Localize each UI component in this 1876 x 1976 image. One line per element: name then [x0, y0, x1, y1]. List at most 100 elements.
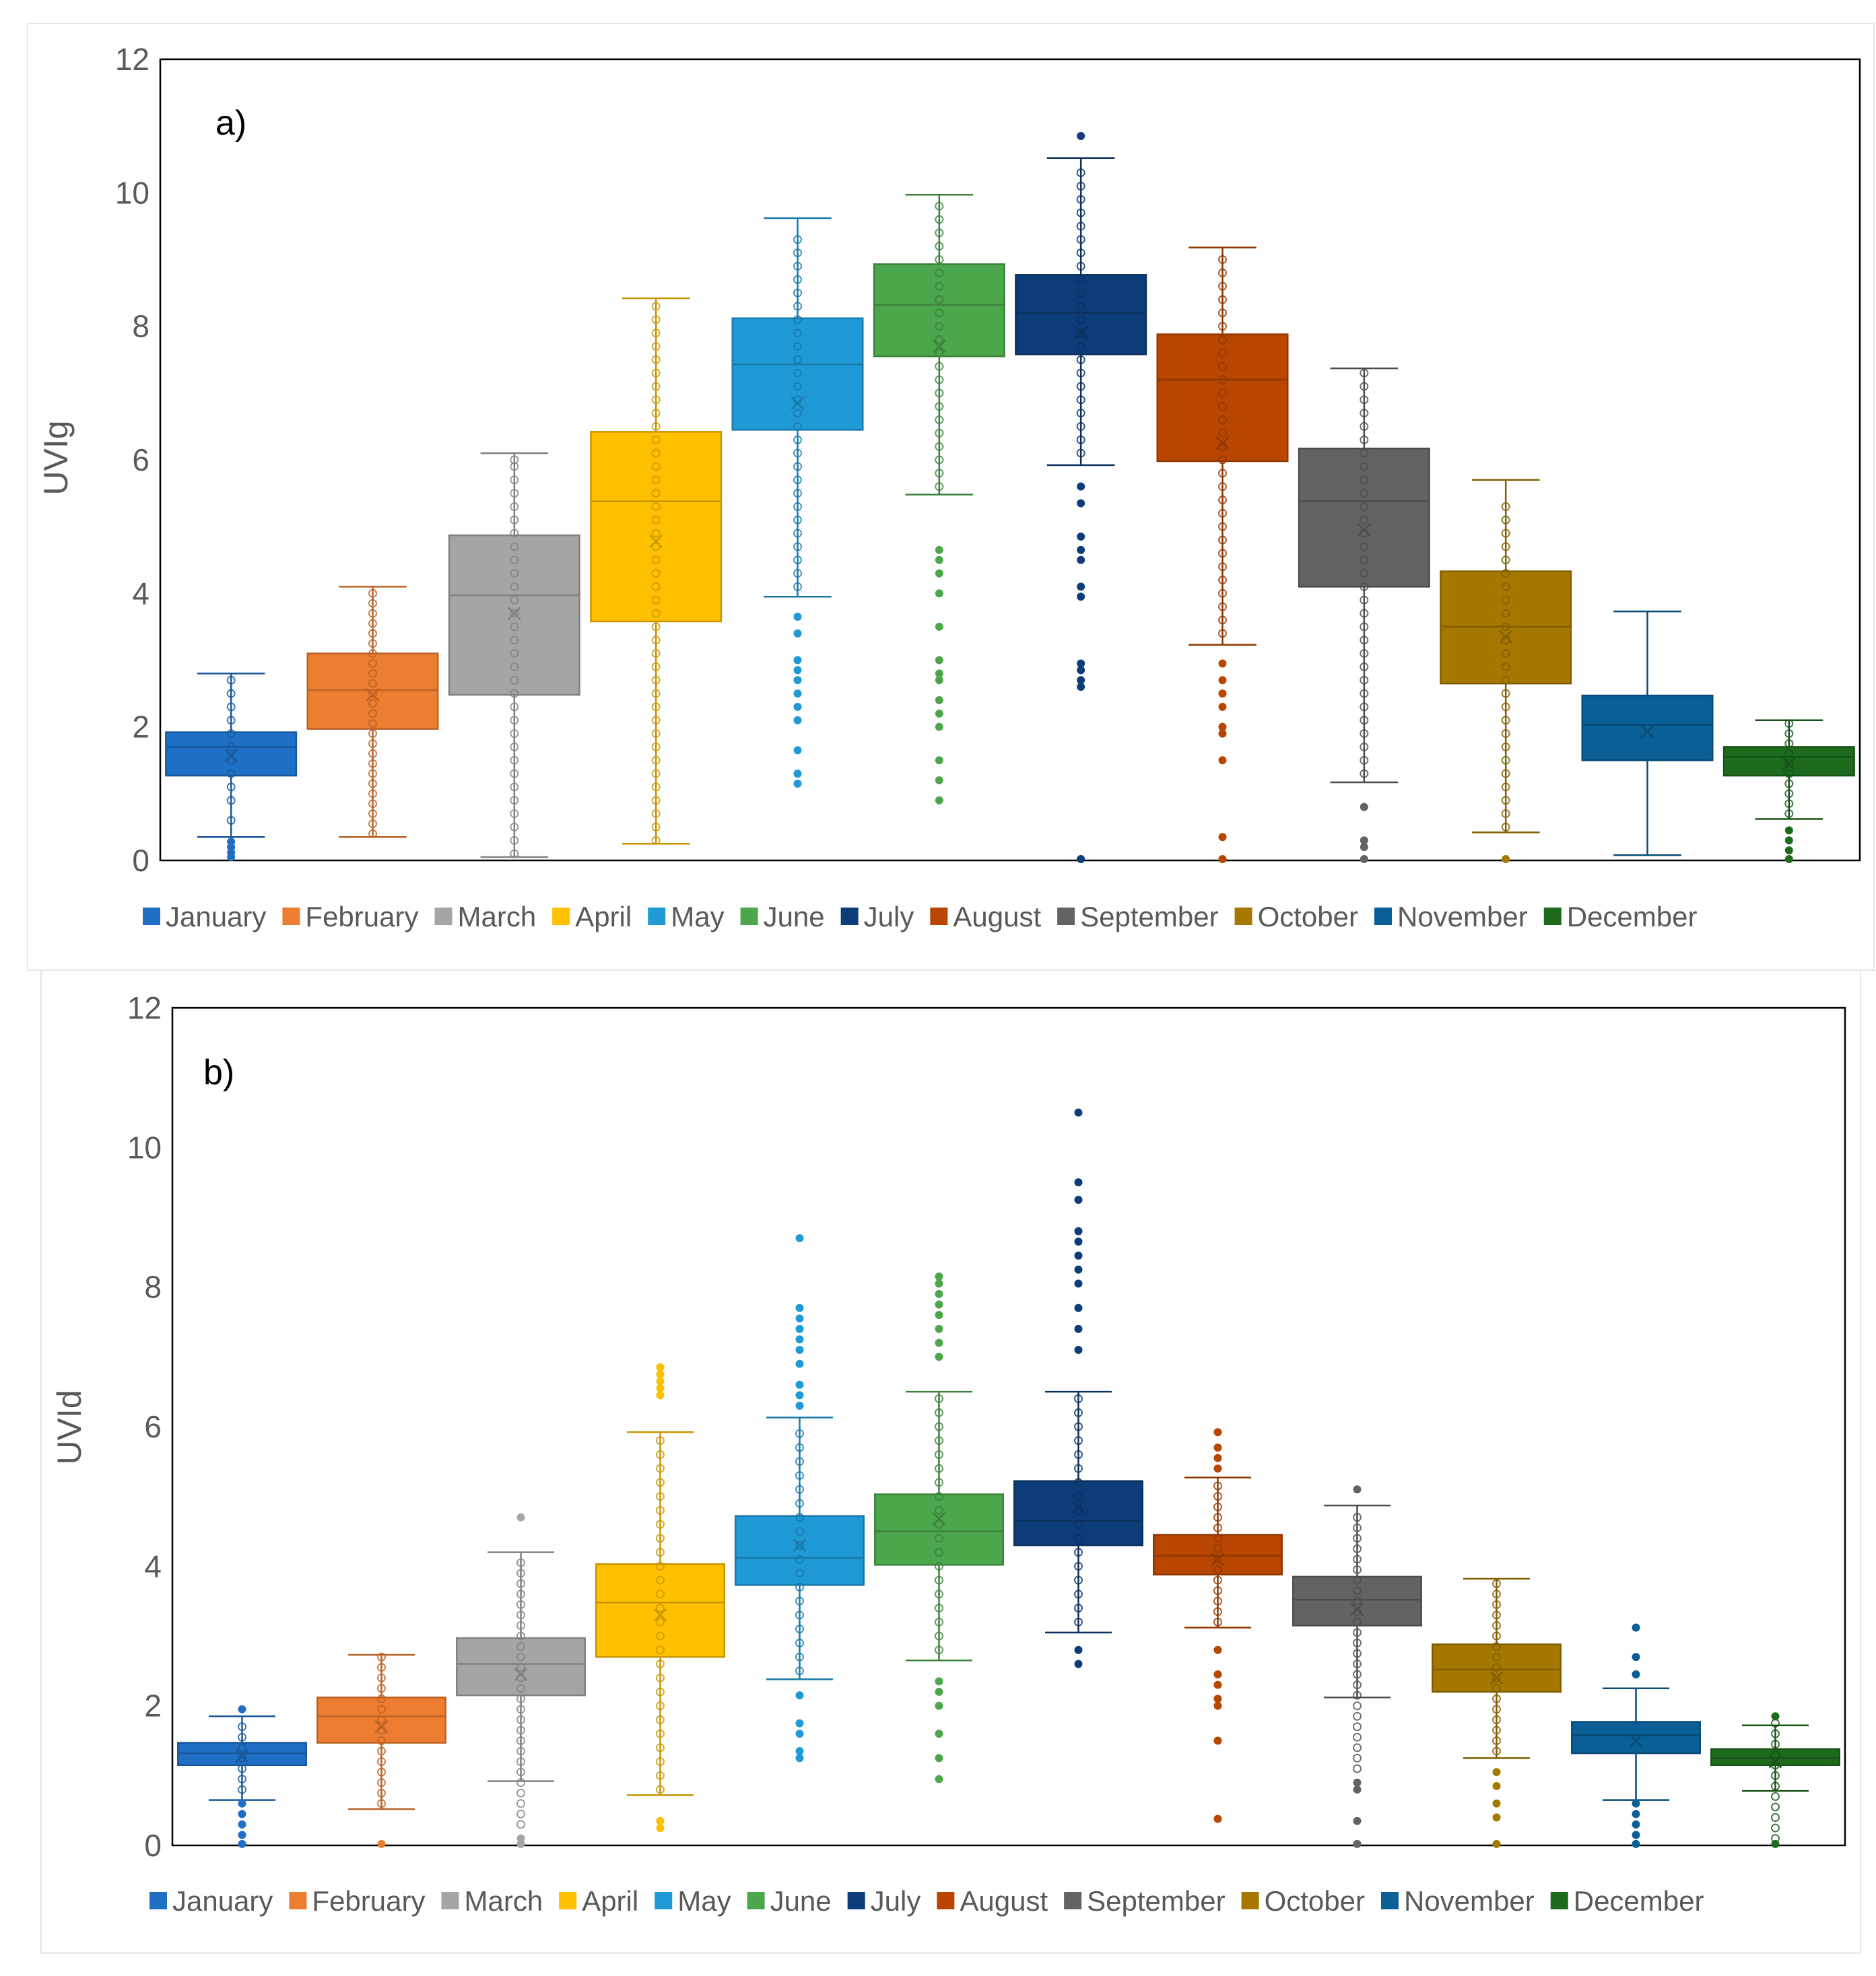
- panel-a: 0 2 4 6 8 10 12 UVIg a) January February March April…: [37, 42, 1861, 932]
- outlier-point: [1077, 555, 1085, 564]
- data-point: [795, 1443, 804, 1452]
- outlier-point: [1213, 1454, 1222, 1462]
- outlier-point: [1632, 1623, 1640, 1632]
- outlier-point: [1353, 1485, 1362, 1494]
- data-point: [1218, 308, 1227, 318]
- data-point: [1360, 435, 1369, 444]
- outlier-point: [1077, 499, 1085, 508]
- box-iqr: [448, 534, 580, 696]
- legend-item-april: April: [559, 1885, 638, 1917]
- legend-label: January: [172, 1885, 273, 1917]
- data-point: [1771, 1740, 1780, 1749]
- data-point: [1360, 716, 1369, 725]
- data-point: [1218, 388, 1227, 398]
- data-point: [935, 1492, 943, 1501]
- data-point: [1218, 588, 1227, 598]
- data-point: [935, 1561, 943, 1571]
- data-point: [651, 689, 661, 698]
- outlier-point: [1213, 1701, 1222, 1710]
- outlier-point: [1492, 1813, 1501, 1822]
- data-point: [651, 475, 661, 485]
- box-august: [1156, 246, 1289, 864]
- legend-label: June: [764, 901, 825, 932]
- outlier-point: [935, 676, 943, 685]
- legend-swatch: [648, 908, 666, 925]
- data-point: [935, 428, 944, 438]
- data-point: [510, 702, 519, 712]
- data-point: [377, 1767, 386, 1777]
- data-point: [1218, 402, 1227, 411]
- data-point: [793, 288, 802, 298]
- legend-item-june: June: [740, 901, 825, 932]
- data-point: [651, 796, 661, 805]
- legend-swatch: [289, 1892, 307, 1909]
- data-point: [1076, 382, 1085, 391]
- data-point: [1218, 335, 1227, 344]
- outlier-point: [656, 1391, 665, 1400]
- outlier-point: [935, 696, 943, 704]
- box-iqr: [1013, 1480, 1143, 1546]
- data-point: [368, 759, 377, 768]
- legend-label: April: [575, 901, 632, 932]
- legend-label: March: [464, 1885, 543, 1917]
- data-point: [1360, 595, 1369, 605]
- data-point: [935, 1548, 943, 1557]
- data-point: [368, 819, 377, 828]
- mean-marker: [366, 688, 380, 702]
- data-point: [1076, 195, 1085, 204]
- data-point: [1218, 549, 1227, 558]
- data-point: [368, 719, 377, 728]
- data-point: [935, 1408, 943, 1417]
- data-point: [935, 1422, 943, 1431]
- data-point: [651, 448, 661, 458]
- data-point: [1353, 1628, 1362, 1637]
- data-point: [368, 689, 377, 698]
- data-point: [795, 1540, 804, 1550]
- data-point: [935, 402, 944, 411]
- data-point: [793, 382, 802, 391]
- box-july: [1013, 1108, 1143, 1668]
- data-point: [1353, 1753, 1362, 1763]
- data-point: [368, 679, 377, 688]
- outlier-point: [935, 709, 943, 718]
- data-point: [1360, 769, 1369, 778]
- outlier-point: [1074, 1196, 1083, 1204]
- data-point: [1501, 502, 1510, 511]
- data-point: [510, 595, 519, 605]
- data-point: [510, 689, 519, 698]
- data-point: [793, 529, 802, 538]
- data-point: [656, 1631, 665, 1641]
- data-point: [1360, 662, 1369, 671]
- legend-item-may: May: [655, 1885, 731, 1917]
- outlier-point: [935, 1730, 943, 1738]
- data-point: [651, 702, 661, 712]
- data-point: [510, 636, 519, 645]
- legend-item-august: August: [930, 901, 1041, 932]
- data-point: [1353, 1638, 1362, 1647]
- data-point: [1360, 489, 1369, 498]
- data-point: [226, 689, 236, 698]
- data-point: [226, 796, 236, 805]
- data-point: [1074, 1604, 1083, 1613]
- data-point: [793, 341, 802, 351]
- data-point: [1501, 729, 1510, 739]
- box-may: [731, 217, 864, 788]
- data-point: [1353, 1649, 1362, 1658]
- outlier-point: [1213, 1428, 1222, 1437]
- data-point: [1218, 322, 1227, 331]
- data-point: [516, 1579, 525, 1588]
- data-point: [368, 588, 377, 598]
- data-point: [1213, 1575, 1222, 1585]
- box-november: [1581, 610, 1714, 856]
- data-point: [793, 355, 802, 364]
- data-point: [793, 329, 802, 338]
- data-point: [1213, 1565, 1222, 1575]
- legend-label: September: [1080, 901, 1218, 932]
- data-point: [1218, 295, 1227, 304]
- data-point: [238, 1753, 246, 1763]
- data-point: [510, 782, 519, 792]
- data-point: [935, 335, 944, 344]
- data-point: [238, 1722, 246, 1732]
- data-point: [1076, 208, 1085, 217]
